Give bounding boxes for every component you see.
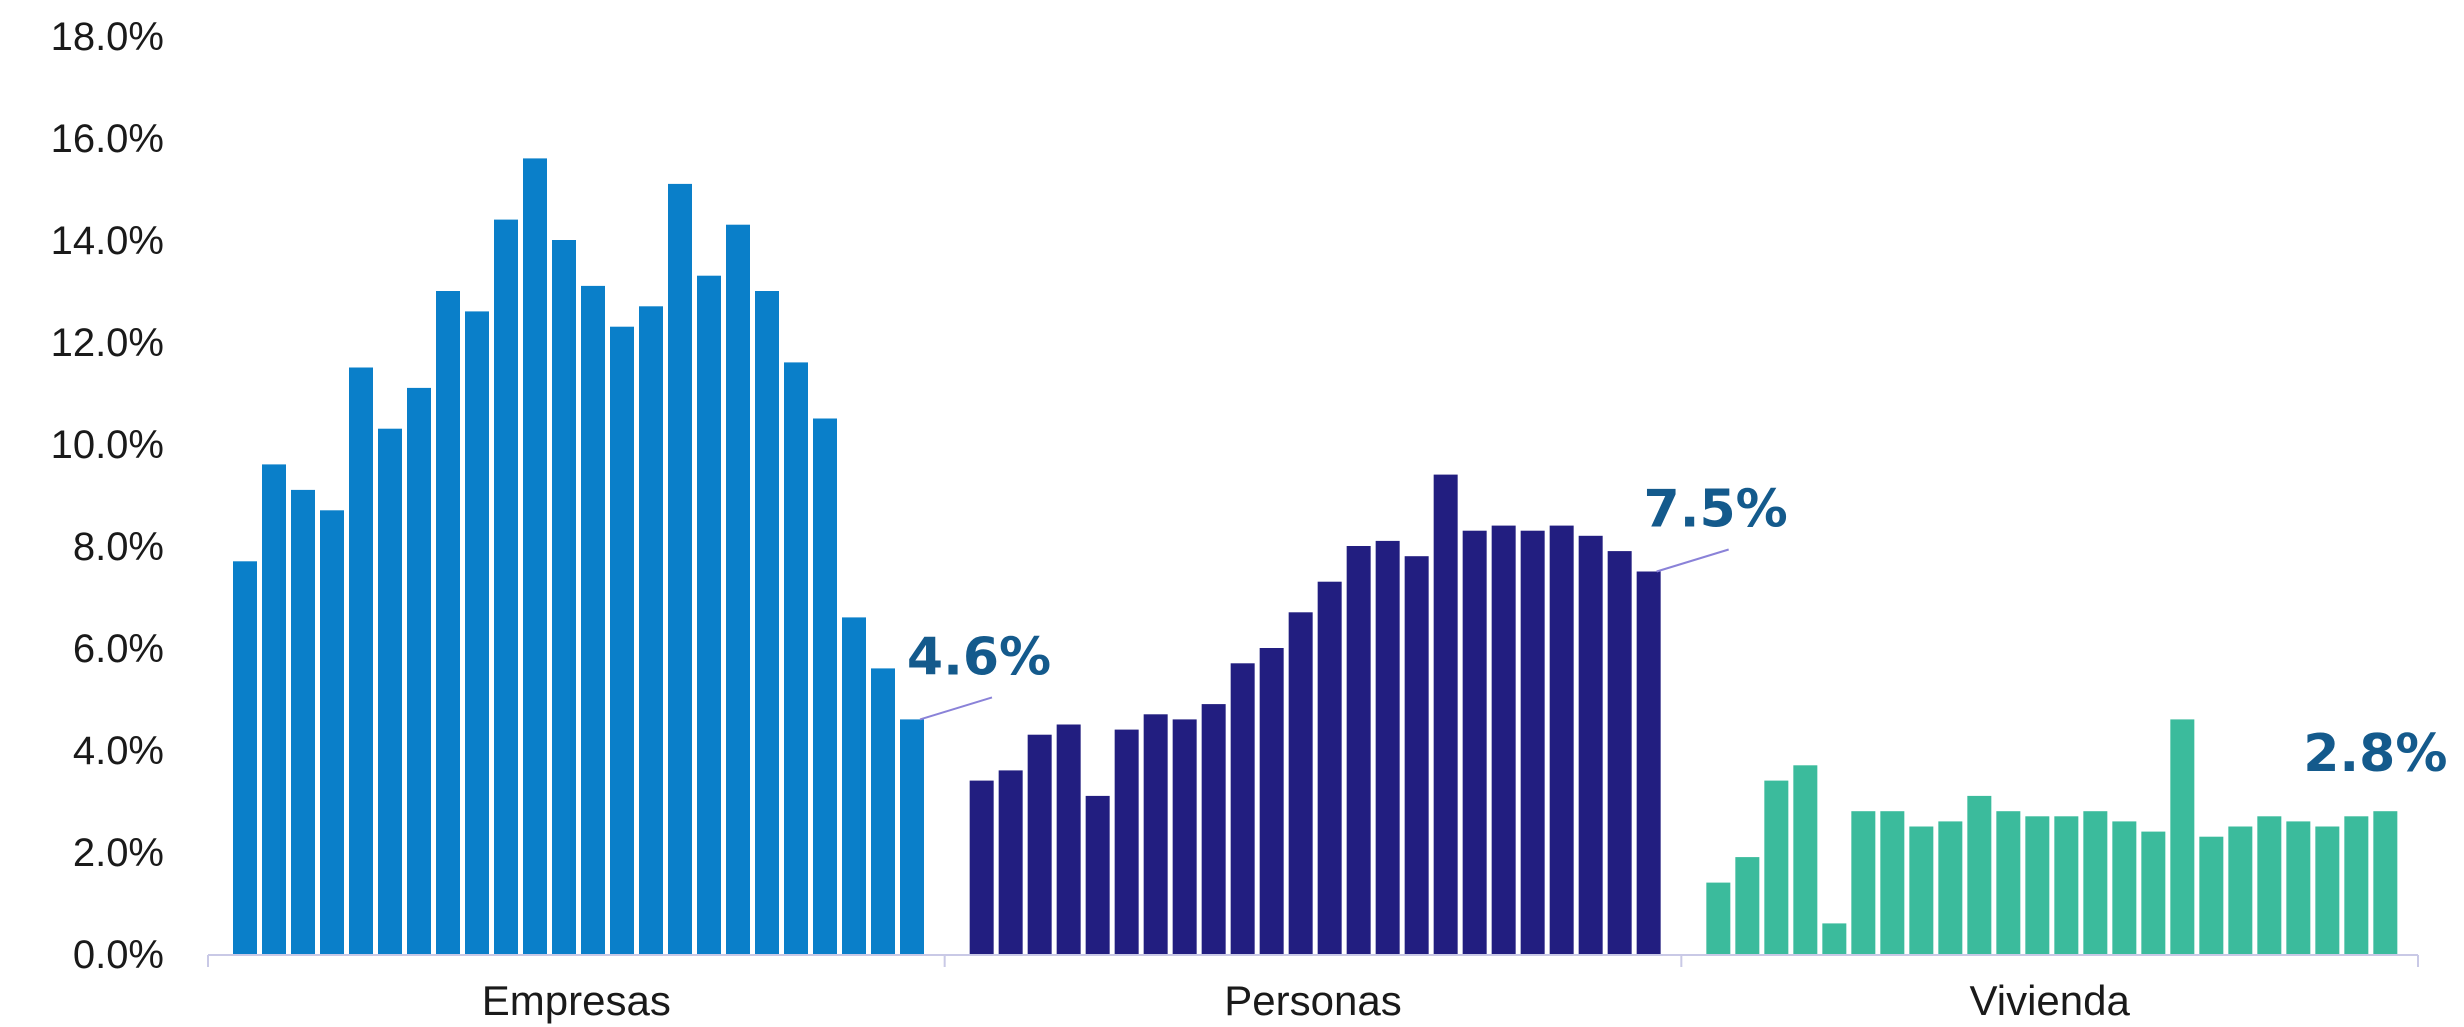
bar — [1346, 546, 1371, 954]
bar — [2228, 826, 2253, 954]
bar — [465, 311, 489, 954]
bar — [233, 561, 257, 954]
bar — [697, 275, 721, 954]
bar — [2141, 831, 2166, 954]
bar — [1996, 811, 2021, 954]
bar — [494, 219, 518, 955]
bar — [2257, 816, 2282, 954]
annotation-leader-line — [1656, 548, 1729, 573]
bar — [1143, 714, 1168, 954]
bar — [2373, 811, 2398, 954]
bar — [639, 306, 663, 954]
y-tick-label: 0.0% — [73, 933, 164, 977]
bar — [755, 291, 779, 954]
bar — [1706, 882, 1731, 954]
bar — [1880, 811, 1905, 954]
y-tick-label: 10.0% — [51, 423, 164, 467]
bar — [2083, 811, 2108, 954]
y-tick-label: 18.0% — [51, 15, 164, 59]
bar — [1085, 795, 1110, 954]
series-1 — [233, 158, 924, 955]
x-category-label: Vivienda — [1969, 977, 2130, 1024]
bar — [1967, 795, 1992, 954]
bar — [1462, 530, 1487, 954]
bar — [581, 285, 605, 954]
bar — [1851, 811, 1876, 954]
x-axis: Empresas Personas Vivienda — [207, 954, 2419, 1024]
bar — [726, 224, 750, 954]
bar — [1735, 857, 1760, 954]
bar — [2344, 816, 2369, 954]
bar — [1433, 474, 1458, 954]
bar — [1636, 571, 1661, 954]
annotation-leader-line — [919, 696, 993, 721]
bar — [1607, 551, 1632, 954]
y-tick-label: 12.0% — [51, 321, 164, 365]
y-tick-label: 16.0% — [51, 117, 164, 161]
bar — [320, 510, 344, 954]
bar — [1230, 663, 1255, 954]
value-annotation: 4.6% — [907, 627, 1051, 687]
y-tick-label: 8.0% — [73, 525, 164, 569]
bar — [842, 617, 866, 954]
series-2 — [969, 474, 1661, 954]
y-tick-label: 2.0% — [73, 831, 164, 875]
bar — [1578, 535, 1603, 954]
y-tick-label: 14.0% — [51, 219, 164, 263]
bar — [1201, 704, 1226, 954]
bar — [2199, 836, 2224, 954]
bar — [1793, 765, 1818, 954]
bar — [1491, 525, 1516, 954]
value-annotation: 7.5% — [1644, 480, 1788, 540]
bar — [1822, 923, 1847, 954]
value-annotation: 2.8% — [2303, 724, 2447, 784]
bar — [552, 240, 576, 954]
bar — [1909, 826, 1934, 954]
bar — [407, 387, 431, 954]
bars — [233, 158, 2398, 955]
bar — [1288, 612, 1313, 954]
bar — [1172, 719, 1197, 954]
bar — [291, 489, 315, 954]
bar — [349, 367, 373, 954]
bar — [2112, 821, 2137, 954]
bar — [1549, 525, 1574, 954]
bar — [2286, 821, 2311, 954]
bar — [2315, 826, 2340, 954]
bar — [1375, 540, 1400, 954]
bar — [2170, 719, 2195, 954]
y-tick-label: 6.0% — [73, 627, 164, 671]
bar — [523, 158, 547, 954]
bar — [900, 719, 924, 954]
bar — [378, 428, 402, 954]
bar — [2054, 816, 2079, 954]
y-tick-label: 4.0% — [73, 729, 164, 773]
bar — [1317, 581, 1342, 954]
bar — [1520, 530, 1545, 954]
bar — [1764, 780, 1789, 954]
bar — [262, 464, 286, 954]
bar — [2025, 816, 2050, 954]
bar — [1027, 734, 1052, 954]
bar — [813, 418, 837, 954]
bar — [1056, 724, 1081, 954]
bar — [436, 291, 460, 954]
x-category-label: Personas — [1224, 977, 1401, 1024]
series-3 — [1706, 719, 2398, 954]
y-axis: 0.0% 2.0% 4.0% 6.0% 8.0% 10.0% 12.0% 14.0% 16.0%… — [51, 15, 164, 977]
bar — [1114, 729, 1139, 954]
x-category-label: Empresas — [482, 977, 671, 1024]
bar — [784, 362, 808, 954]
bar — [610, 326, 634, 954]
bar — [969, 780, 994, 954]
bar — [1404, 556, 1429, 954]
annotations: 4.6% 7.5% 2.8% — [907, 480, 2448, 785]
bar — [1938, 821, 1963, 954]
bar — [998, 770, 1023, 954]
bar — [871, 668, 895, 954]
bar — [1259, 648, 1284, 954]
bar — [668, 183, 692, 954]
